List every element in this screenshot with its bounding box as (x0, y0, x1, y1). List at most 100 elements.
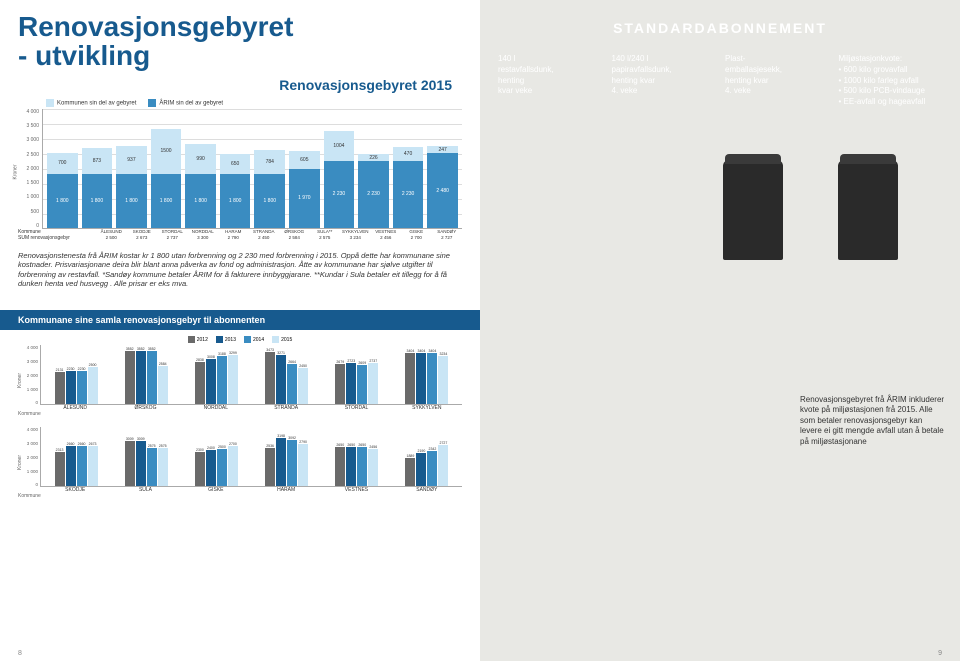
mc-group: 3552355235522584 (111, 344, 181, 404)
standard-col: 140 l/240 lpapiravfallsdunk,henting kvar… (612, 54, 716, 108)
bin-icon (838, 160, 898, 260)
sum-cell: 2 456 (371, 235, 402, 241)
ytick: 4 000 (26, 109, 39, 115)
year-bar: 2838 (195, 344, 205, 404)
bar-seg (66, 371, 76, 404)
year-legend-item: 2015 (272, 336, 292, 343)
mc-group: 2838300831883299 (181, 344, 251, 404)
year-bar: 3552 (147, 344, 157, 404)
ytick: 2 000 (27, 455, 38, 460)
sum-cell: 2 790 (218, 235, 249, 241)
year-legend-item: 2013 (216, 336, 236, 343)
ytick: 4 000 (27, 345, 38, 350)
mc-group-label: STORDAL (321, 405, 391, 411)
mc-plot-2: 2313266026602673300930092575257523002400… (40, 427, 462, 487)
chart1-bar: 605 1 970 (289, 151, 320, 228)
bar-bot-seg: 1 800 (254, 174, 285, 228)
mc-ylabel-2: Kroner (17, 455, 23, 470)
bar-top-seg: 990 (185, 144, 216, 174)
ytick: 3 000 (27, 359, 38, 364)
bar-seg (136, 441, 146, 486)
bar-top-seg: 937 (116, 146, 147, 174)
bar-top-seg: 1500 (151, 129, 182, 174)
bar-seg (265, 448, 275, 486)
bar-seg (206, 359, 216, 404)
year-bar: 2660 (77, 426, 87, 486)
year-bar: 2650 (346, 426, 356, 486)
multichart-row2: Kroner 4 0003 0002 0001 0000 23132660266… (18, 427, 462, 487)
legend-item: ÅRIM sin del av gebyret (148, 99, 223, 107)
bar-seg (66, 446, 76, 486)
sum-cell: 2 575 (310, 235, 341, 241)
bar-seg (416, 353, 426, 404)
bar-seg (77, 446, 87, 486)
bar-bot-seg: 1 800 (185, 174, 216, 228)
bar-bot-seg: 2 480 (427, 153, 458, 227)
year-bar: 3198 (276, 426, 286, 486)
mc-group: 3473327126642450 (252, 344, 322, 404)
bar-seg (195, 362, 205, 405)
year-bar: 2450 (298, 344, 308, 404)
ytick: 1 000 (26, 194, 39, 200)
ytick: 0 (35, 400, 38, 405)
mc-group-label: VESTNES (321, 487, 391, 493)
sum-cell: 3 300 (188, 235, 219, 241)
bar-seg (276, 355, 286, 404)
chart1-bar: 873 1 800 (82, 148, 113, 228)
ytick: 1 000 (27, 469, 38, 474)
year-bar: 2536 (265, 426, 275, 486)
bar-bot-seg: 2 230 (393, 161, 424, 228)
bar-seg (405, 458, 415, 486)
year-bar: 3009 (125, 426, 135, 486)
standard-col: Plast-emballasjesekk,henting kvar4. veke (725, 54, 829, 108)
year-bar: 2456 (368, 426, 378, 486)
sum-cell: 2 700 (401, 235, 432, 241)
bar-top-seg: 247 (427, 146, 458, 153)
ytick: 0 (36, 223, 39, 229)
right-page: STANDARDABONNEMENT 140 lrestavfallsdunk,… (480, 0, 960, 661)
year-bar: 2575 (147, 426, 157, 486)
year-bar: 2190 (416, 426, 426, 486)
mc-group-label: GISKE (181, 487, 251, 493)
subtitle: Renovasjonsgebyret 2015 (18, 77, 452, 93)
ytick: 2 000 (27, 373, 38, 378)
bar-seg (427, 451, 437, 486)
bar-seg (438, 445, 448, 486)
page: Renovasjonsgebyret - utvikling Renovasjo… (0, 0, 960, 661)
standard-columns: 140 lrestavfallsdunk,hentingkvar veke140… (498, 54, 942, 108)
year-bar: 2664 (287, 344, 297, 404)
year-bar: 3552 (136, 344, 146, 404)
chart-2015: Kommunen sin del av gebyretÅRIM sin del … (18, 99, 462, 241)
bar-top-seg: 700 (47, 153, 78, 174)
bullet: EE-avfall og hageavfall (839, 97, 943, 108)
chart1-bar: 650 1 800 (220, 154, 251, 228)
bar-seg (298, 444, 308, 486)
bar-seg (195, 452, 205, 487)
bar-top-seg: 470 (393, 147, 424, 161)
sum-cell: 2 727 (432, 235, 463, 241)
bar-seg (206, 450, 216, 486)
year-bar: 2650 (335, 426, 345, 486)
bar-seg (276, 438, 286, 486)
mc-group: 1889219023422727 (392, 426, 462, 486)
year-bar: 2673 (88, 426, 98, 486)
bar-seg (55, 372, 65, 404)
year-legend-item: 2012 (188, 336, 208, 343)
chart1-sum-label: SUM renovasjonsgebyr (18, 235, 96, 241)
bar-bot-seg: 1 800 (116, 174, 147, 228)
year-bar: 2400 (206, 426, 216, 486)
bar-bot-seg: 1 800 (47, 174, 78, 228)
bar-bot-seg: 1 800 (151, 174, 182, 228)
bar-seg (88, 446, 98, 486)
chart1-bar: 700 1 800 (47, 153, 78, 228)
sum-cell: 2 737 (157, 235, 188, 241)
bar-top-seg: 226 (358, 154, 389, 161)
bar-seg (125, 351, 135, 404)
sum-cell: 2 673 (127, 235, 158, 241)
bar-seg (427, 353, 437, 404)
bar-bot-seg: 2 230 (358, 161, 389, 228)
ytick: 2 500 (26, 152, 39, 158)
year-bar: 3009 (136, 426, 146, 486)
bar-seg (438, 356, 448, 405)
chart1-bar: 470 2 230 (393, 147, 424, 228)
